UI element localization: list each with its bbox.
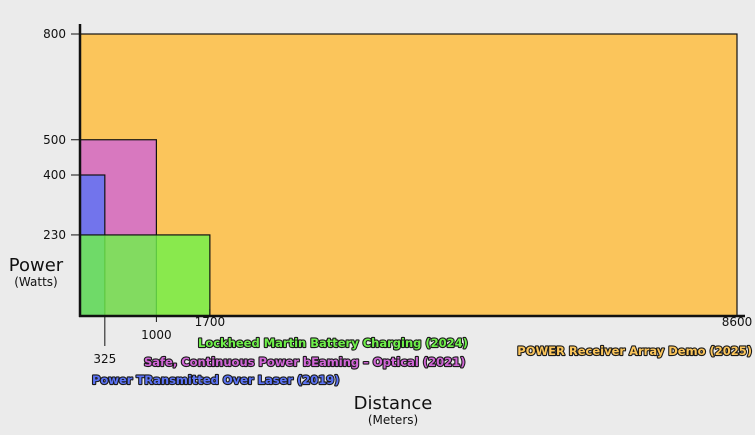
y-ticks: 230 400 500 800 (43, 27, 80, 242)
x-axis-unit: (Meters) (368, 413, 418, 427)
series-label-4: Lockheed Martin Battery Charging (2024) (198, 336, 468, 350)
y-axis-unit: (Watts) (14, 275, 57, 289)
y-tick-label-4: 800 (43, 27, 66, 41)
x-ticks: 325 1000 1700 8600 (93, 309, 752, 366)
series-label-1: POWER Receiver Array Demo (2025) (517, 344, 752, 358)
y-tick-label-1: 230 (43, 228, 66, 242)
axes-layer (78, 24, 745, 318)
series-labels: POWER Receiver Array Demo (2025) Safe, Co… (91, 335, 753, 388)
bar-4 (79, 234, 211, 317)
x-tick-label-2: 1000 (141, 328, 172, 342)
series-label-3: Power TRansmitted Over Laser (2019) (92, 373, 340, 387)
y-tick-label-2: 400 (43, 168, 66, 182)
bars-layer (79, 33, 738, 317)
x-tick-label-3: 1700 (195, 315, 226, 329)
y-tick-label-3: 500 (43, 133, 66, 147)
series-label-2: Safe, Continuous Power bEaming – Optical… (144, 355, 465, 369)
x-axis-title: Distance (354, 393, 433, 414)
x-tick-label-1: 325 (93, 352, 116, 366)
y-axis-title: Power (9, 255, 64, 276)
x-tick-label-4: 8600 (722, 315, 753, 329)
